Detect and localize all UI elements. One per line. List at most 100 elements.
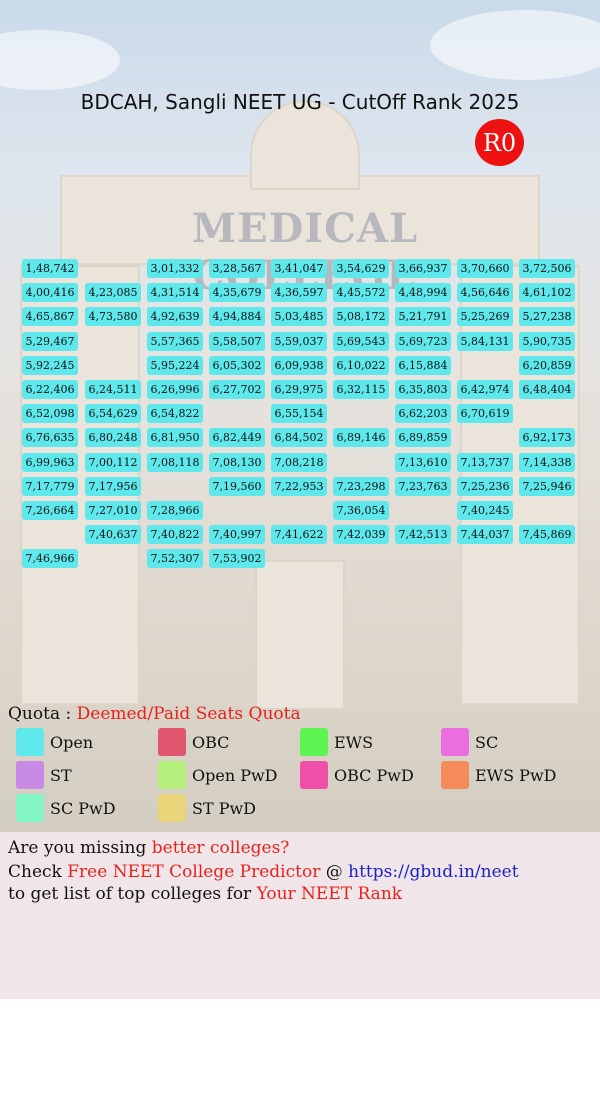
rank-cell: 5,25,269 [457, 307, 513, 326]
legend-label: Open PwD [192, 765, 278, 785]
rank-cell: 6,22,406 [22, 380, 78, 399]
rank-cell: 3,72,506 [519, 259, 575, 278]
legend-item: ST PwD [158, 794, 256, 822]
rank-cell: 3,41,047 [271, 259, 327, 278]
rank-cell: 6,15,884 [395, 356, 451, 375]
legend-swatch [300, 728, 328, 756]
rank-cell: 4,45,572 [333, 283, 389, 302]
rank-cell: 5,57,365 [147, 332, 203, 351]
rank-cell: 7,36,054 [333, 501, 389, 520]
promo-line-1-text: Are you missing [8, 838, 152, 858]
rank-cell: 4,36,597 [271, 283, 327, 302]
rank-cell: 4,65,867 [22, 307, 78, 326]
rank-cell: 6,20,859 [519, 356, 575, 375]
rank-cell: 7,26,664 [22, 501, 78, 520]
rank-cell: 5,95,224 [147, 356, 203, 375]
legend-swatch [158, 728, 186, 756]
rank-cell: 7,44,037 [457, 525, 513, 544]
rank-cell: 7,13,737 [457, 453, 513, 472]
rank-cell: 6,84,502 [271, 428, 327, 447]
rank-cell: 7,23,763 [395, 477, 451, 496]
legend-swatch [441, 761, 469, 789]
promo-line-2: Check Free NEET College Predictor @ http… [8, 862, 519, 882]
rank-cell: 6,76,635 [22, 428, 78, 447]
rank-cell: 6,55,154 [271, 404, 327, 423]
rank-cell: 7,41,622 [271, 525, 327, 544]
quota-line: Quota : Deemed/Paid Seats Quota [8, 704, 301, 724]
rank-cell: 4,00,416 [22, 283, 78, 302]
rank-cell: 7,14,338 [519, 453, 575, 472]
legend-swatch [16, 728, 44, 756]
rank-cell: 6,54,629 [85, 404, 141, 423]
rank-cell: 7,08,218 [271, 453, 327, 472]
rank-cell: 3,54,629 [333, 259, 389, 278]
legend-item: Open PwD [158, 761, 278, 789]
promo-line-3: to get list of top colleges for Your NEE… [8, 884, 402, 904]
rank-cell: 3,70,660 [457, 259, 513, 278]
predictor-link-text[interactable]: Free NEET College Predictor [67, 862, 321, 882]
rank-cell: 6,05,302 [209, 356, 265, 375]
legend-swatch [158, 794, 186, 822]
rank-cell: 7,46,966 [22, 549, 78, 568]
rank-cell: 5,21,791 [395, 307, 451, 326]
rank-cell: 6,29,975 [271, 380, 327, 399]
rank-cell: 6,24,511 [85, 380, 141, 399]
predictor-url-link[interactable]: https://gbud.in/neet [348, 862, 519, 882]
rank-cell: 4,48,994 [395, 283, 451, 302]
rank-cell: 6,26,996 [147, 380, 203, 399]
rank-cell: 4,94,884 [209, 307, 265, 326]
rank-cell: 7,25,946 [519, 477, 575, 496]
rank-cell: 6,70,619 [457, 404, 513, 423]
promo-line-2-text: Check [8, 862, 68, 882]
legend-label: SC PwD [50, 798, 116, 818]
rank-cell: 6,62,203 [395, 404, 451, 423]
rank-cell: 7,28,966 [147, 501, 203, 520]
rank-cell: 7,23,298 [333, 477, 389, 496]
rank-cell: 5,90,735 [519, 332, 575, 351]
rank-cell: 5,59,037 [271, 332, 327, 351]
rank-cell: 4,56,646 [457, 283, 513, 302]
legend-item: EWS [300, 728, 373, 756]
rank-cell: 7,40,822 [147, 525, 203, 544]
rank-cell: 4,23,085 [85, 283, 141, 302]
legend-label: Open [50, 732, 94, 752]
quota-value: Deemed/Paid Seats Quota [76, 704, 301, 724]
legend-item: ST [16, 761, 72, 789]
rank-cell: 7,40,997 [209, 525, 265, 544]
rank-cell: 5,69,723 [395, 332, 451, 351]
rank-cell: 6,81,950 [147, 428, 203, 447]
round-badge: R0 [475, 119, 524, 166]
rank-cell: 7,13,610 [395, 453, 451, 472]
rank-cell: 6,52,098 [22, 404, 78, 423]
rank-cell: 6,99,963 [22, 453, 78, 472]
legend-item: EWS PwD [441, 761, 556, 789]
rank-cell: 4,92,639 [147, 307, 203, 326]
rank-cell: 5,08,172 [333, 307, 389, 326]
rank-cell: 7,25,236 [457, 477, 513, 496]
rank-cell: 7,08,130 [209, 453, 265, 472]
rank-cell: 5,84,131 [457, 332, 513, 351]
rank-cell: 1,48,742 [22, 259, 78, 278]
rank-cell: 7,53,902 [209, 549, 265, 568]
rank-cell: 4,73,580 [85, 307, 141, 326]
legend-swatch [300, 761, 328, 789]
rank-cell: 7,27,010 [85, 501, 141, 520]
legend-swatch [158, 761, 186, 789]
rank-cell: 7,19,560 [209, 477, 265, 496]
legend-item: SC PwD [16, 794, 116, 822]
rank-cell: 7,08,118 [147, 453, 203, 472]
rank-cell: 6,27,702 [209, 380, 265, 399]
legend-label: SC [475, 732, 499, 752]
rank-cell: 7,17,779 [22, 477, 78, 496]
rank-cell: 6,09,938 [271, 356, 327, 375]
rank-cell: 3,01,332 [147, 259, 203, 278]
rank-cell: 7,45,869 [519, 525, 575, 544]
rank-cell: 3,28,567 [209, 259, 265, 278]
legend-label: EWS PwD [475, 765, 557, 785]
rank-cell: 4,35,679 [209, 283, 265, 302]
legend-item: Open [16, 728, 93, 756]
legend-item: OBC PwD [300, 761, 414, 789]
promo-line-1: Are you missing better colleges? [8, 838, 289, 858]
page-title: BDCAH, Sangli NEET UG - CutOff Rank 2025 [80, 90, 520, 114]
legend-label: EWS [334, 732, 374, 752]
